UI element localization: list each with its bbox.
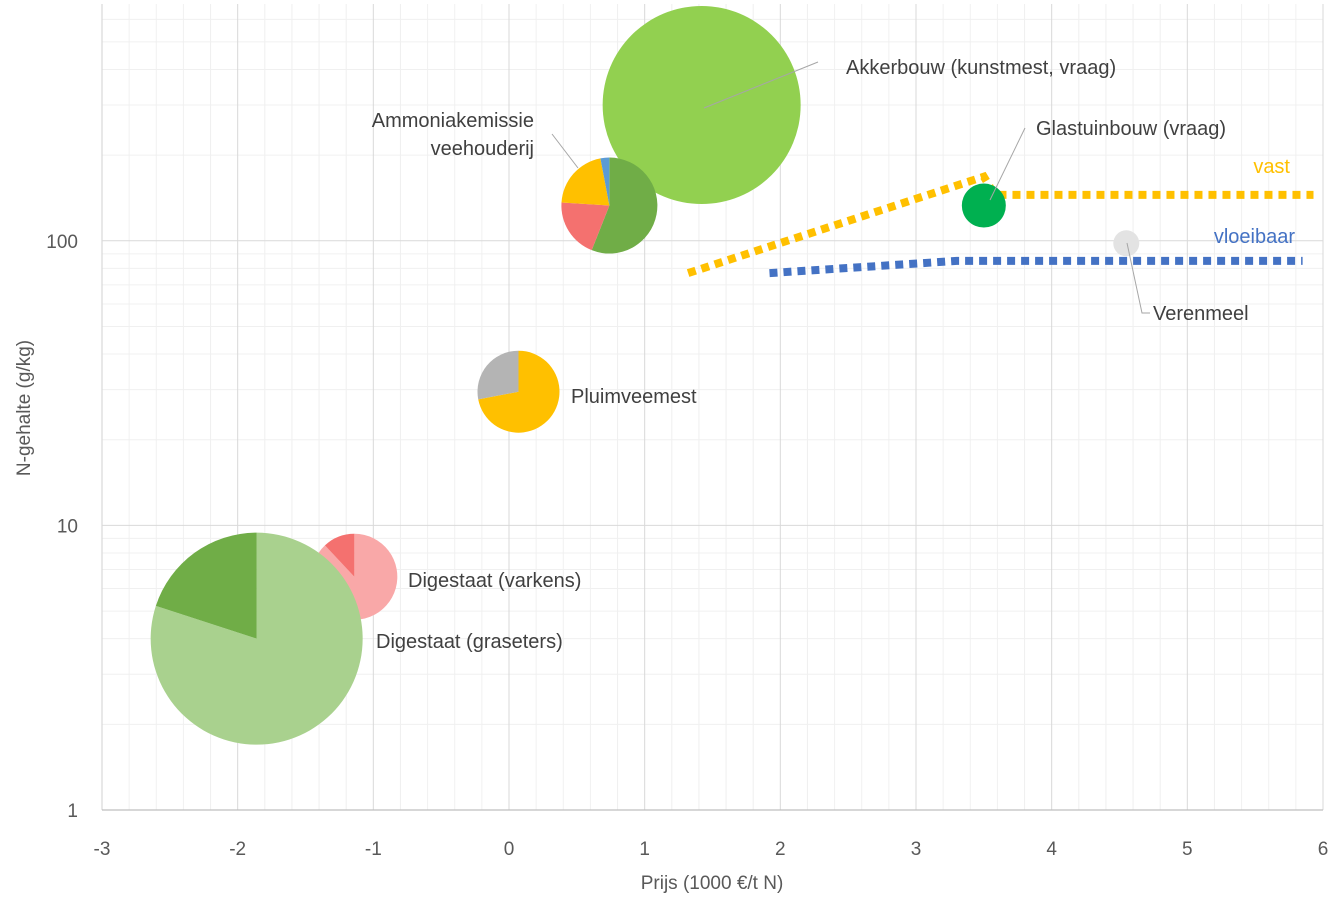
y-axis-title: N-gehalte (g/kg) xyxy=(14,340,35,476)
y-tick-label: 10 xyxy=(57,516,78,537)
pie-slice xyxy=(600,157,610,206)
axes xyxy=(101,4,1323,811)
price-curves xyxy=(686,171,1314,278)
series-labels: vast vloeibaar xyxy=(1214,156,1296,248)
pie-slice xyxy=(155,532,257,639)
pie-slice xyxy=(961,183,1006,228)
bubble-labels: Akkerbouw (kunstmest, vraag) Ammoniakemis… xyxy=(372,57,1249,653)
x-tick-label: -1 xyxy=(365,839,382,860)
pie-slice xyxy=(591,157,658,254)
series-line-vloeibaar xyxy=(769,256,1303,278)
bubble-label: Glastuinbouw (vraag) xyxy=(1036,118,1226,140)
leader-line xyxy=(1126,242,1150,314)
pie-slice xyxy=(602,6,801,205)
bubble xyxy=(961,183,1006,228)
series-label-vloeibaar: vloeibaar xyxy=(1214,226,1296,248)
y-tick-labels: 1 10 100 xyxy=(46,232,78,822)
x-tick-labels: -3 -2 -1 0 1 2 3 4 5 6 xyxy=(94,839,1329,860)
bubble-label: Verenmeel xyxy=(1153,303,1249,325)
x-tick-label: -3 xyxy=(94,839,111,860)
pie-slice xyxy=(477,350,519,400)
series-label-vast: vast xyxy=(1253,156,1290,178)
bubble xyxy=(150,532,363,745)
bubble xyxy=(477,350,560,433)
pie-slice xyxy=(324,533,355,577)
bubbles xyxy=(150,6,1140,745)
pie-slice xyxy=(478,350,560,433)
bubble-label: Digestaat (varkens) xyxy=(408,570,581,592)
bubble-label: Digestaat (graseters) xyxy=(376,631,563,653)
series-line-vast xyxy=(686,171,1314,277)
leader-line xyxy=(989,127,1026,201)
x-tick-label: 1 xyxy=(639,839,650,860)
x-tick-label: 3 xyxy=(911,839,922,860)
y-tick-label: 100 xyxy=(46,232,78,253)
bubble xyxy=(561,157,658,254)
bubble-label: Akkerbouw (kunstmest, vraag) xyxy=(846,57,1116,79)
pie-slice xyxy=(1113,230,1140,257)
x-axis-title: Prijs (1000 €/t N) xyxy=(641,873,784,894)
bubble xyxy=(1113,230,1140,257)
bubble xyxy=(602,6,801,205)
x-tick-label: 4 xyxy=(1046,839,1057,860)
bubble-label: Pluimveemest xyxy=(571,386,697,408)
x-tick-label: 0 xyxy=(504,839,515,860)
pie-slice xyxy=(561,202,610,251)
leader-lines xyxy=(551,61,1150,314)
x-tick-label: 2 xyxy=(775,839,786,860)
pie-slice xyxy=(561,158,610,206)
pie-slice xyxy=(150,532,363,745)
x-tick-label: -2 xyxy=(229,839,246,860)
y-tick-label: 1 xyxy=(67,801,78,822)
leader-line xyxy=(551,133,579,169)
x-tick-label: 5 xyxy=(1182,839,1193,860)
x-tick-label: 6 xyxy=(1318,839,1329,860)
leader-line xyxy=(703,61,819,109)
bubble-label: Ammoniakemissie veehouderij xyxy=(372,110,534,160)
